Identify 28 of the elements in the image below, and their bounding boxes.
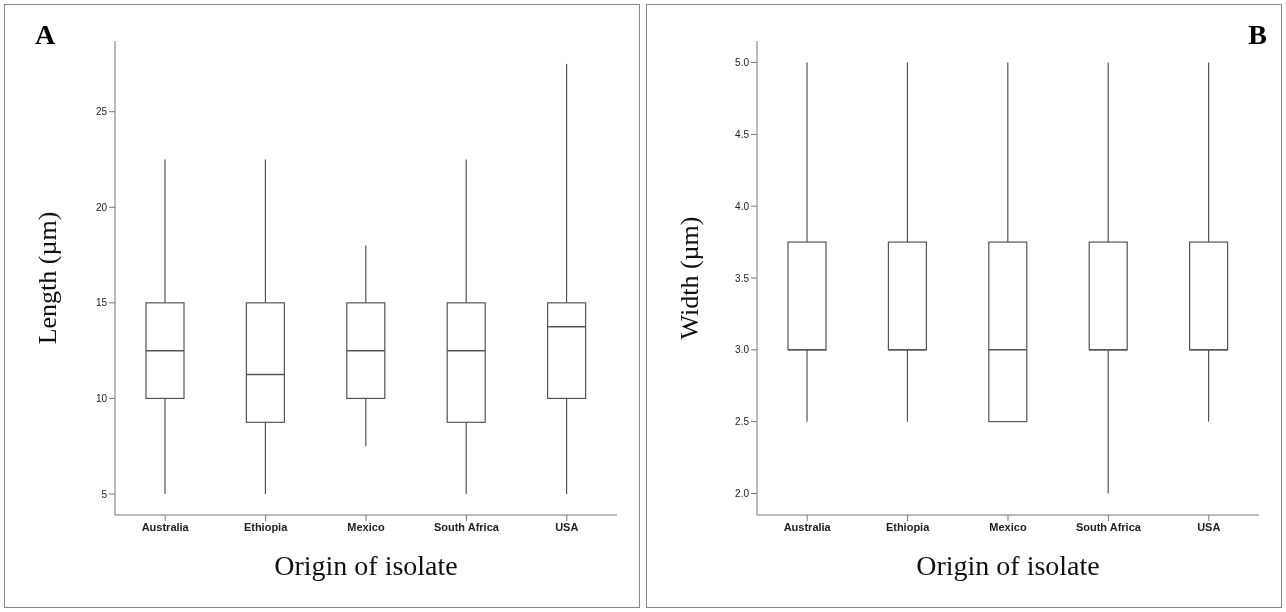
y-tick-label: 3.5 [735,272,750,284]
x-tick-label: Mexico [347,520,385,533]
x-tick-label: South Africa [1075,520,1142,533]
y-tick-label: 15 [95,297,108,309]
x-tick-label: Australia [783,520,832,533]
y-tick-label: 20 [95,201,108,213]
y-tick-label: 25 [95,106,108,118]
x-tick-label: Ethiopia [885,520,931,533]
y-tick-label: 10 [95,392,108,404]
y-tick-label: 5.0 [735,57,750,69]
x-tick-label: USA [1197,520,1221,533]
y-tick-label: 4.0 [735,200,750,212]
y-tick-label: 4.5 [735,128,750,140]
y-tick-label: 2.0 [735,488,750,499]
text: A [35,19,56,51]
annotation: B [1248,19,1267,51]
x-tick-label: USA [555,520,579,533]
y-tick-label: 2.5 [735,416,750,428]
x-axis-title: Origin of isolate [916,550,1100,581]
x-axis-title: Origin of isolate [274,550,458,581]
x-tick-label: Ethiopia [243,520,289,533]
y-tick-label: 3.0 [735,344,750,356]
x-tick-label: Mexico [989,520,1027,533]
x-tick-label: South Africa [433,520,500,533]
y-axis-title: Width (µm) [675,216,705,340]
x-tick-label: Australia [141,520,190,533]
y-tick-label: 5 [101,488,108,500]
y-axis-title: Length (µm) [33,211,63,345]
